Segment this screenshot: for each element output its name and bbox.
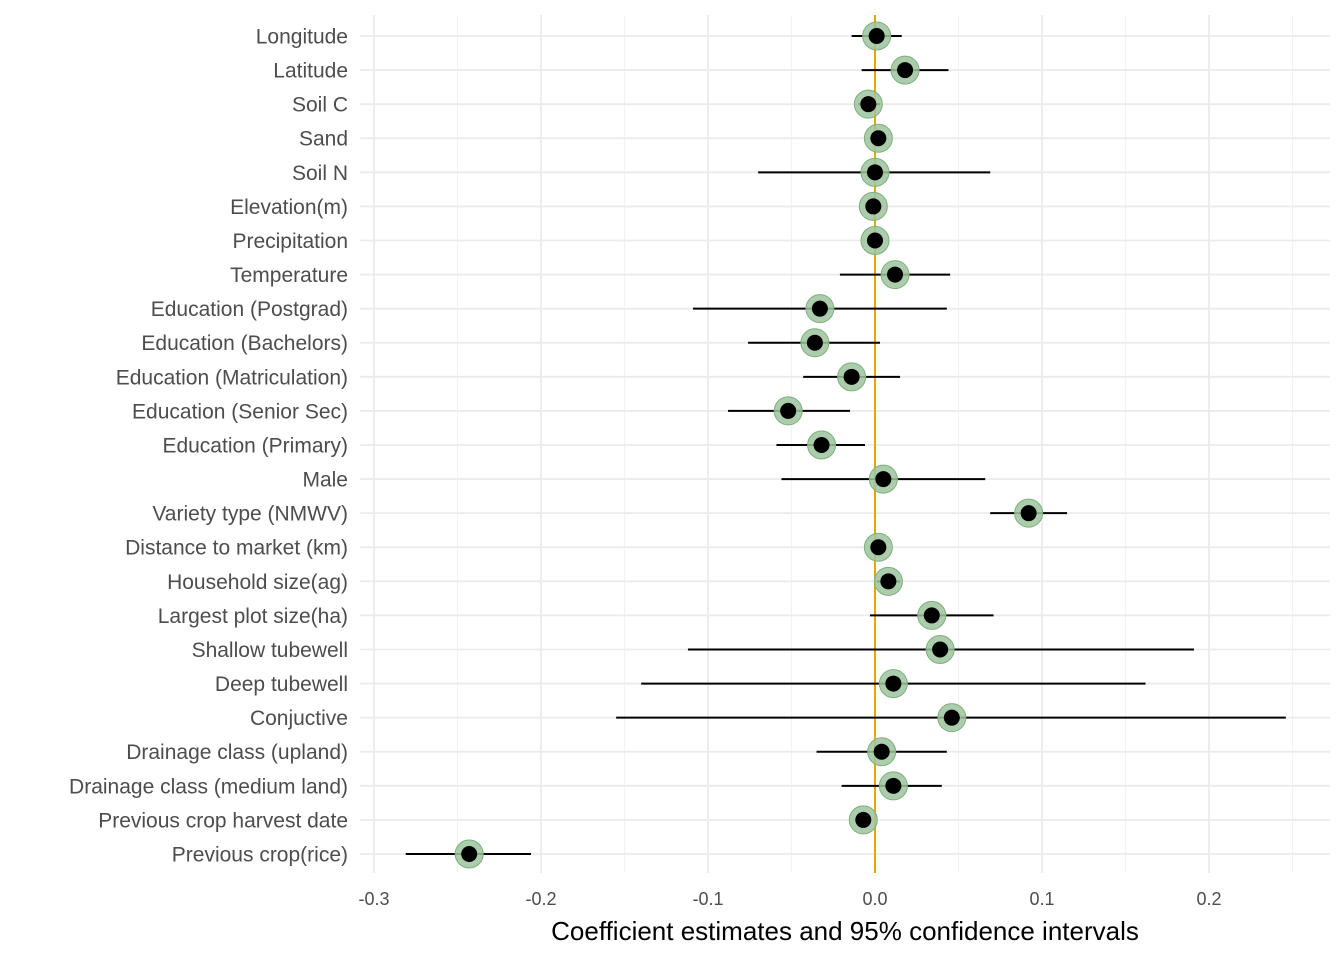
x-tick-label: 0.1 xyxy=(1029,889,1054,909)
estimate-point xyxy=(855,811,872,828)
estimate-point xyxy=(806,334,823,351)
estimate-point xyxy=(843,368,860,385)
term-label: Variety type (NMWV) xyxy=(152,503,348,526)
term-label: Soil N xyxy=(292,162,348,185)
estimate-point xyxy=(461,845,478,862)
term-label: Elevation(m) xyxy=(230,196,348,219)
term-label: Drainage class (upland) xyxy=(126,741,348,764)
estimate-point xyxy=(865,198,882,215)
estimate-point xyxy=(875,471,892,488)
term-label: Education (Matriculation) xyxy=(116,366,348,389)
estimate-point-layer xyxy=(454,21,1044,869)
term-label: Largest plot size(ha) xyxy=(158,605,348,628)
estimate-point xyxy=(880,573,897,590)
term-label: Shallow tubewell xyxy=(192,639,348,662)
estimate-point xyxy=(860,96,877,113)
x-axis-title: Coefficient estimates and 95% confidence… xyxy=(551,916,1139,946)
estimate-point xyxy=(873,743,890,760)
term-label: Education (Primary) xyxy=(162,434,348,457)
term-label: Drainage class (medium land) xyxy=(69,775,348,798)
estimate-point xyxy=(870,130,887,147)
estimate-point xyxy=(923,607,940,624)
term-label: Temperature xyxy=(230,264,348,287)
x-tick-label: 0.0 xyxy=(862,889,887,909)
estimate-point xyxy=(867,164,883,181)
estimate-point xyxy=(867,232,883,249)
term-label: Male xyxy=(302,469,348,492)
term-label: Latitude xyxy=(273,60,348,83)
x-tick-label: -0.3 xyxy=(358,889,389,909)
term-label: Distance to market (km) xyxy=(125,537,348,560)
term-label: Longitude xyxy=(256,26,348,49)
term-label: Education (Postgrad) xyxy=(151,298,348,321)
term-label: Education (Bachelors) xyxy=(141,332,348,355)
term-label: Precipitation xyxy=(232,230,348,253)
term-label: Sand xyxy=(299,128,348,151)
x-tick-labels: -0.3 -0.2 -0.1 0.0 0.1 0.2 xyxy=(358,889,1221,909)
estimate-point xyxy=(811,300,828,317)
estimate-point xyxy=(887,266,904,283)
term-labels: Longitude Latitude Soil C Sand Soil N Elevati… xyxy=(69,26,348,867)
term-label: Deep tubewell xyxy=(215,673,348,696)
estimate-point xyxy=(813,436,830,453)
term-label: Education (Senior Sec) xyxy=(132,400,348,423)
estimate-point xyxy=(897,62,914,79)
x-tick-label: -0.1 xyxy=(692,889,723,909)
estimate-point xyxy=(780,402,797,419)
estimate-point xyxy=(932,641,949,658)
estimate-point xyxy=(870,539,887,556)
term-label: Household size(ag) xyxy=(167,571,348,594)
x-tick-label: 0.2 xyxy=(1196,889,1221,909)
estimate-point xyxy=(885,675,902,692)
estimate-point xyxy=(1020,505,1037,522)
term-label: Previous crop(rice) xyxy=(172,843,348,866)
estimate-point xyxy=(943,709,960,726)
estimate-point xyxy=(885,777,902,794)
term-label: Soil C xyxy=(292,94,348,117)
term-label: Previous crop harvest date xyxy=(98,809,348,832)
estimate-point xyxy=(868,28,885,44)
term-label: Conjuctive xyxy=(250,707,348,730)
x-tick-label: -0.2 xyxy=(525,889,556,909)
